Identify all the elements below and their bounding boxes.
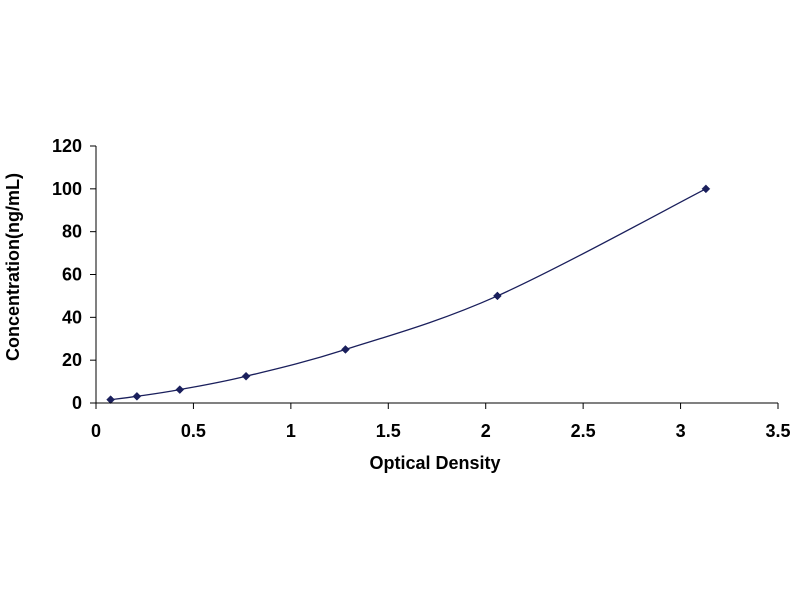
data-point — [493, 291, 502, 301]
curve-layer — [110, 188, 707, 401]
x-tick-label: 2 — [481, 421, 491, 441]
y-tick-label: 40 — [62, 307, 82, 327]
x-tick-label: 3 — [676, 421, 686, 441]
points-layer — [106, 184, 711, 405]
x-tick-label: 0.5 — [181, 421, 206, 441]
data-point — [175, 385, 185, 394]
y-tick-label: 100 — [52, 179, 82, 199]
x-tick-label: 1.5 — [376, 421, 401, 441]
x-axis-title: Optical Density — [369, 453, 500, 473]
x-tick-label: 0 — [91, 421, 101, 441]
x-tick-label: 3.5 — [765, 421, 790, 441]
data-point — [701, 184, 711, 194]
y-tick-label: 80 — [62, 222, 82, 242]
y-tick-label: 60 — [62, 265, 82, 285]
y-tick-label: 20 — [62, 350, 82, 370]
axes-layer — [90, 145, 779, 409]
x-tick-label: 1 — [286, 421, 296, 441]
fitted-curve — [110, 188, 707, 401]
x-tick-label: 2.5 — [571, 421, 596, 441]
y-tick-label: 0 — [72, 393, 82, 413]
data-point — [341, 345, 350, 354]
y-axis-title: Concentration(ng/mL) — [3, 173, 23, 361]
data-point — [241, 371, 251, 381]
data-point — [106, 395, 115, 405]
y-tick-label: 120 — [52, 136, 82, 156]
data-point — [132, 391, 142, 401]
labels-layer: 0 20 40 60 80 100 120 0 0.5 1 1.5 2 2.5 3 3.5 — [52, 136, 791, 441]
